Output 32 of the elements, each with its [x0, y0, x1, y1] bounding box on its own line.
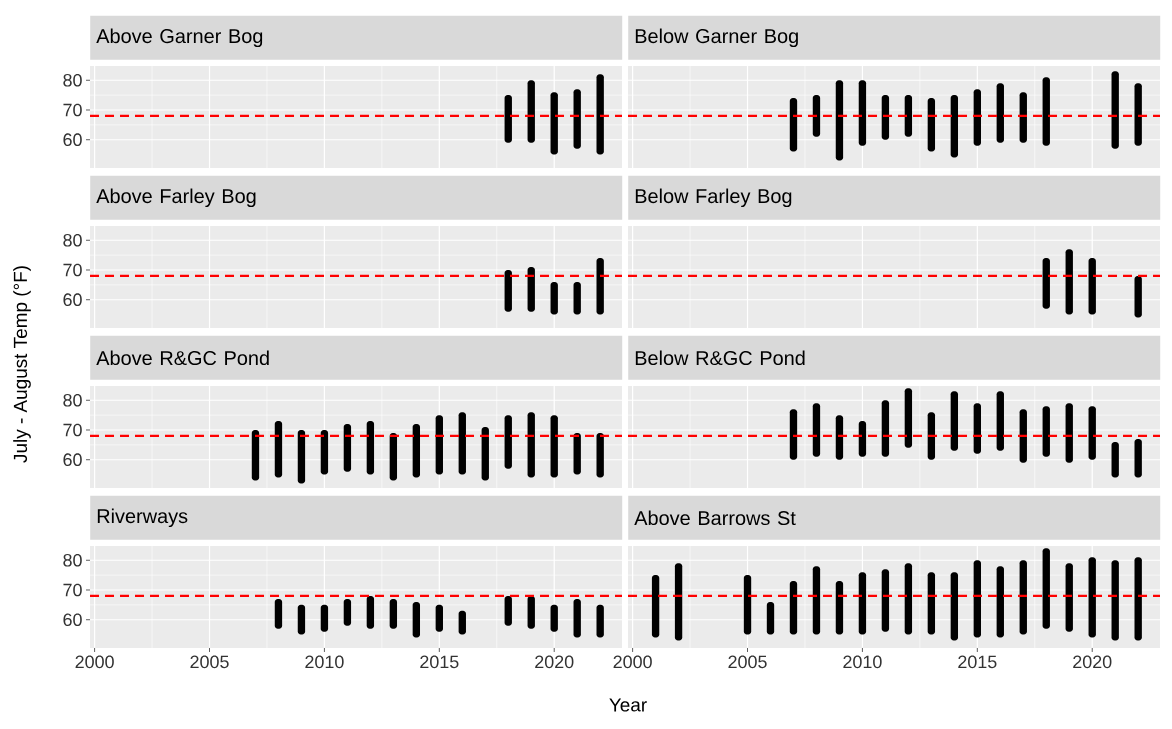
y-tick-label: 70	[63, 103, 82, 117]
y-tick-label: 80	[63, 553, 82, 567]
x-tick-label: 2015	[958, 655, 997, 669]
y-tick-label: 60	[63, 453, 82, 467]
x-tick-label: 2005	[728, 655, 767, 669]
chart-title: Above R&GC Pond	[96, 350, 269, 366]
chart-title: Below Farley Bog	[635, 188, 792, 208]
chart-title: Below Garner Bog	[635, 28, 798, 48]
x-tick-label: 2020	[1073, 655, 1112, 669]
y-axis-title: July - August Temp (°F)	[13, 266, 31, 463]
y-tick-label: 60	[63, 613, 82, 627]
chart-title: Riverways	[97, 508, 188, 528]
x-tick-label: 2000	[75, 655, 114, 669]
y-tick-label: 70	[63, 263, 82, 277]
y-tick-label: 70	[63, 583, 82, 597]
y-tick-label: 80	[63, 393, 82, 407]
x-tick-label: 2015	[420, 655, 459, 669]
y-tick-label: 80	[63, 233, 82, 247]
y-tick-label: 70	[63, 423, 82, 437]
x-tick-label: 2010	[843, 655, 882, 669]
x-tick-label: 2020	[535, 655, 574, 669]
y-tick-label: 60	[63, 133, 82, 147]
x-tick-label: 2010	[305, 655, 344, 669]
chart-title: Above Farley Bog	[96, 188, 256, 208]
x-axis-title: Year	[609, 698, 647, 712]
y-tick-label: 60	[63, 293, 82, 307]
x-tick-label: 2000	[613, 655, 652, 669]
y-tick-label: 80	[63, 73, 82, 87]
x-tick-label: 2005	[190, 655, 229, 669]
chart-title: Below R&GC Pond	[635, 350, 805, 366]
chart-title: Above Garner Bog	[96, 28, 263, 48]
chart-title: Above Barrows St	[634, 510, 796, 526]
